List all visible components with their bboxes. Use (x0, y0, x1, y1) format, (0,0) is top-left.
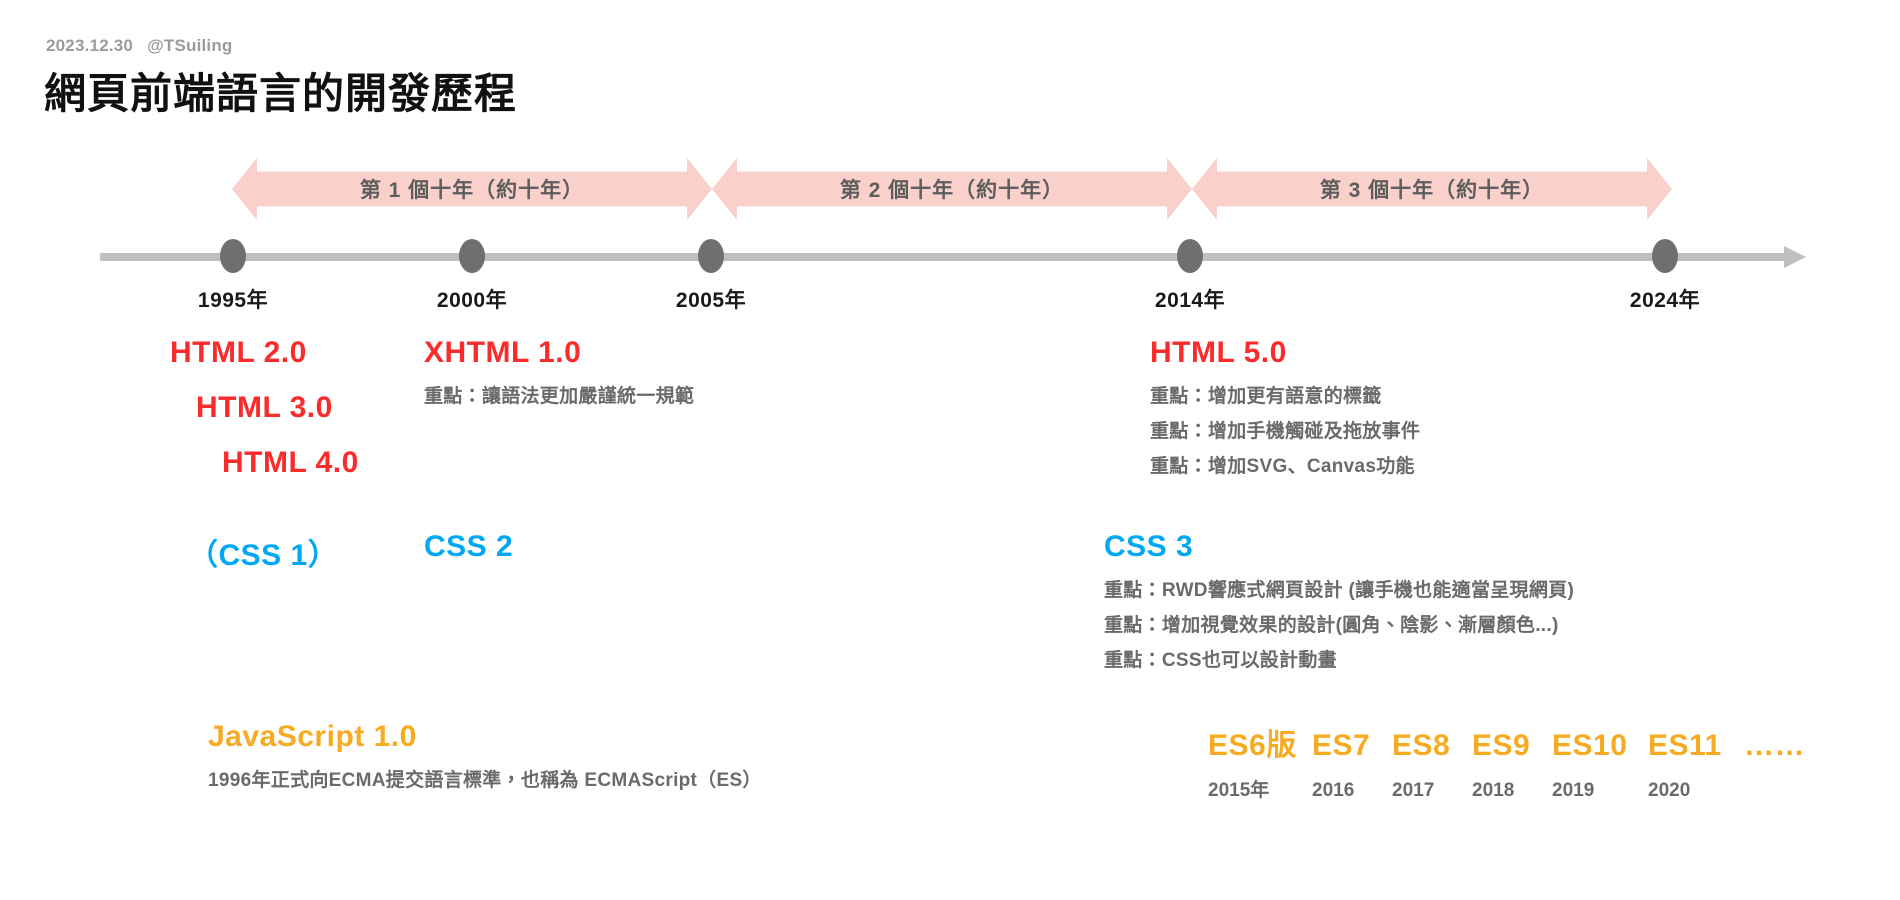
timeline-tick-dot (1177, 239, 1203, 273)
css3-note: 重點：RWD響應式網頁設計 (讓手機也能適當呈現網頁) (1104, 580, 1575, 601)
timeline-tick-dot (220, 239, 246, 273)
css1-title: （CSS 1） (188, 539, 339, 572)
es-version-name: ES11 (1648, 729, 1722, 762)
es-version-name: ES9 (1472, 729, 1531, 762)
javascript-block: JavaScript 1.0 1996年正式向ECMA提交語言標準，也稱為 EC… (208, 720, 762, 792)
es-version-name: ES8 (1392, 729, 1451, 762)
html5-note: 重點：增加手機觸碰及拖放事件 (1150, 421, 1421, 442)
es-version-years: 2015年 2016 2017 2018 2019 2020 (1208, 775, 1805, 802)
timeline-tick-label: 2014年 (1154, 289, 1226, 312)
html-version-label: HTML 2.0 (170, 336, 307, 369)
es-version-name: ES7 (1312, 729, 1371, 762)
decade-arrow-2: 第 2 個十年（約十年） (712, 158, 1192, 220)
es-version-name: ES6版 (1208, 729, 1297, 762)
css3-note: 重點：CSS也可以設計動畫 (1104, 650, 1337, 671)
html5-note: 重點：增加更有語意的標籤 (1150, 386, 1382, 407)
css2-block: CSS 2 (424, 530, 513, 564)
decade-band: 第 1 個十年（約十年） 第 2 個十年（約十年） 第 3 個十年（約十年） (0, 158, 1900, 220)
html5-title: HTML 5.0 (1150, 336, 1287, 369)
es-version-name: ES10 (1552, 729, 1628, 762)
timeline-tick-dot (698, 239, 724, 273)
decade-label: 第 2 個十年（約十年） (839, 179, 1065, 202)
page-title: 網頁前端語言的開發歷程 (44, 70, 518, 117)
css3-block: CSS 3 重點：RWD響應式網頁設計 (讓手機也能適當呈現網頁) 重點：增加視… (1104, 530, 1574, 672)
es-version-names: ES6版 ES7 ES8 ES9 ES10 ES11 …… (1208, 720, 1805, 764)
javascript-title: JavaScript 1.0 (208, 720, 417, 753)
header-date: 2023.12.30 (46, 36, 134, 55)
decade-arrow-3: 第 3 個十年（約十年） (1192, 158, 1672, 220)
timeline-tick-label: 2000年 (436, 289, 508, 312)
xhtml-note: 重點：讓語法更加嚴謹統一規範 (424, 386, 695, 407)
header-meta: 2023.12.30 @TSuiling (46, 36, 233, 56)
es-version-year: 2020 (1648, 780, 1691, 801)
html-version-label: HTML 3.0 (196, 391, 333, 424)
decade-label: 第 1 個十年（約十年） (359, 179, 585, 202)
timeline-tick-label: 2024年 (1629, 289, 1701, 312)
es-version-year: 2018 (1472, 780, 1515, 801)
javascript-note: 1996年正式向ECMA提交語言標準，也稱為 ECMAScript（ES） (208, 770, 762, 791)
timeline-tick-label: 1995年 (197, 289, 269, 312)
timeline-tick-label: 2005年 (675, 289, 747, 312)
html5-block: HTML 5.0 重點：增加更有語意的標籤 重點：增加手機觸碰及拖放事件 重點：… (1150, 336, 1420, 478)
timeline-tick-dot (459, 239, 485, 273)
css3-title: CSS 3 (1104, 530, 1194, 563)
xhtml-block: XHTML 1.0 重點：讓語法更加嚴謹統一規範 (424, 336, 694, 408)
html5-note: 重點：增加SVG、Canvas功能 (1150, 456, 1415, 477)
es-version-year: 2015年 (1208, 780, 1270, 801)
html-version-stack: HTML 2.0 HTML 3.0 HTML 4.0 (170, 336, 359, 501)
css1-block: （CSS 1） (188, 530, 338, 574)
timeline-axis (100, 253, 1790, 261)
es-version-name: …… (1744, 729, 1805, 762)
decade-label: 第 3 個十年（約十年） (1319, 179, 1545, 202)
timeline-tick-dot (1652, 239, 1678, 273)
decade-arrow-1: 第 1 個十年（約十年） (232, 158, 712, 220)
header-author: @TSuiling (147, 36, 233, 55)
html-version-label: HTML 4.0 (222, 446, 359, 479)
es-version-row: ES6版 ES7 ES8 ES9 ES10 ES11 …… 2015年 2016… (1208, 720, 1805, 802)
xhtml-title: XHTML 1.0 (424, 336, 582, 369)
timeline-arrow-icon (1784, 246, 1806, 268)
es-version-year: 2016 (1312, 780, 1355, 801)
es-version-year: 2017 (1392, 780, 1435, 801)
css2-title: CSS 2 (424, 530, 514, 563)
css3-note: 重點：增加視覺效果的設計(圓角、陰影、漸層顏色...) (1104, 615, 1559, 636)
es-version-year: 2019 (1552, 780, 1595, 801)
